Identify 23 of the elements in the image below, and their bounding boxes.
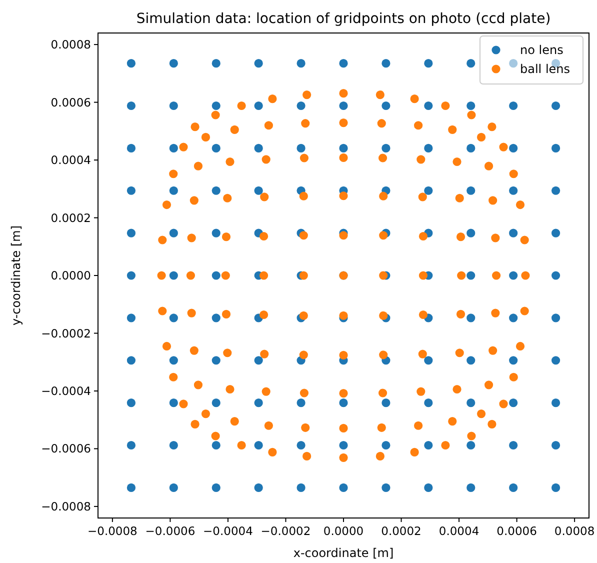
legend-label: no lens (520, 43, 564, 58)
x-tick-label: −0.0006 (145, 524, 196, 538)
y-tick-label: 0.0002 (50, 210, 91, 225)
x-tick-label: 0.0004 (438, 524, 480, 538)
x-axis-title: x-coordinate [m] (293, 546, 394, 560)
y-axis-title: y-coordinate [m] (9, 225, 23, 326)
y-tick-label: −0.0006 (41, 442, 91, 456)
x-tick-label: −0.0004 (203, 524, 253, 538)
y-tick-label: 0.0004 (50, 153, 91, 168)
x-tick-label: 0.0000 (323, 524, 364, 538)
legend-label: ball lens (520, 62, 570, 76)
y-tick-label: 0.0006 (50, 95, 91, 110)
y-tick-label: 0.0000 (50, 268, 91, 283)
y-tick-label: −0.0002 (41, 326, 91, 340)
y-tick-label: −0.0008 (41, 499, 91, 514)
x-tick-label: 0.0002 (381, 524, 422, 538)
y-tick-label: 0.0008 (50, 38, 91, 52)
x-tick-label: 0.0006 (496, 524, 537, 538)
x-tick-label: −0.0002 (260, 524, 311, 538)
y-tick-label: −0.0004 (41, 384, 91, 398)
x-tick-label: −0.0008 (88, 524, 138, 538)
x-tick-label: 0.0008 (554, 524, 595, 538)
chart-title: Simulation data: location of gridpoints on photo (ccd plate) (136, 11, 551, 27)
